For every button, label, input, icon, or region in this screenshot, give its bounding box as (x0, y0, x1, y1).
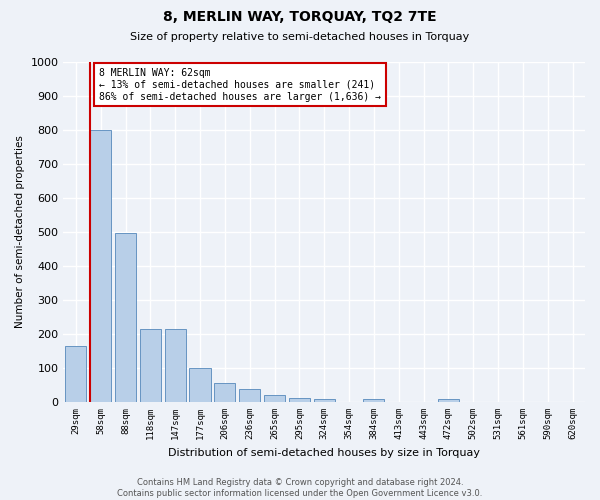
Text: 8, MERLIN WAY, TORQUAY, TQ2 7TE: 8, MERLIN WAY, TORQUAY, TQ2 7TE (163, 10, 437, 24)
X-axis label: Distribution of semi-detached houses by size in Torquay: Distribution of semi-detached houses by … (168, 448, 480, 458)
Bar (264, 395, 285, 402)
Bar (214, 384, 235, 402)
Bar (90, 130, 111, 402)
Bar (65, 346, 86, 402)
Bar (438, 398, 459, 402)
Bar (164, 329, 186, 402)
Bar (314, 398, 335, 402)
Bar (239, 389, 260, 402)
Bar (115, 233, 136, 402)
Bar (364, 398, 385, 402)
Bar (289, 398, 310, 402)
Text: Contains HM Land Registry data © Crown copyright and database right 2024.
Contai: Contains HM Land Registry data © Crown c… (118, 478, 482, 498)
Bar (190, 368, 211, 402)
Text: 8 MERLIN WAY: 62sqm
← 13% of semi-detached houses are smaller (241)
86% of semi-: 8 MERLIN WAY: 62sqm ← 13% of semi-detach… (99, 68, 381, 102)
Y-axis label: Number of semi-detached properties: Number of semi-detached properties (15, 136, 25, 328)
Bar (140, 329, 161, 402)
Text: Size of property relative to semi-detached houses in Torquay: Size of property relative to semi-detach… (130, 32, 470, 42)
